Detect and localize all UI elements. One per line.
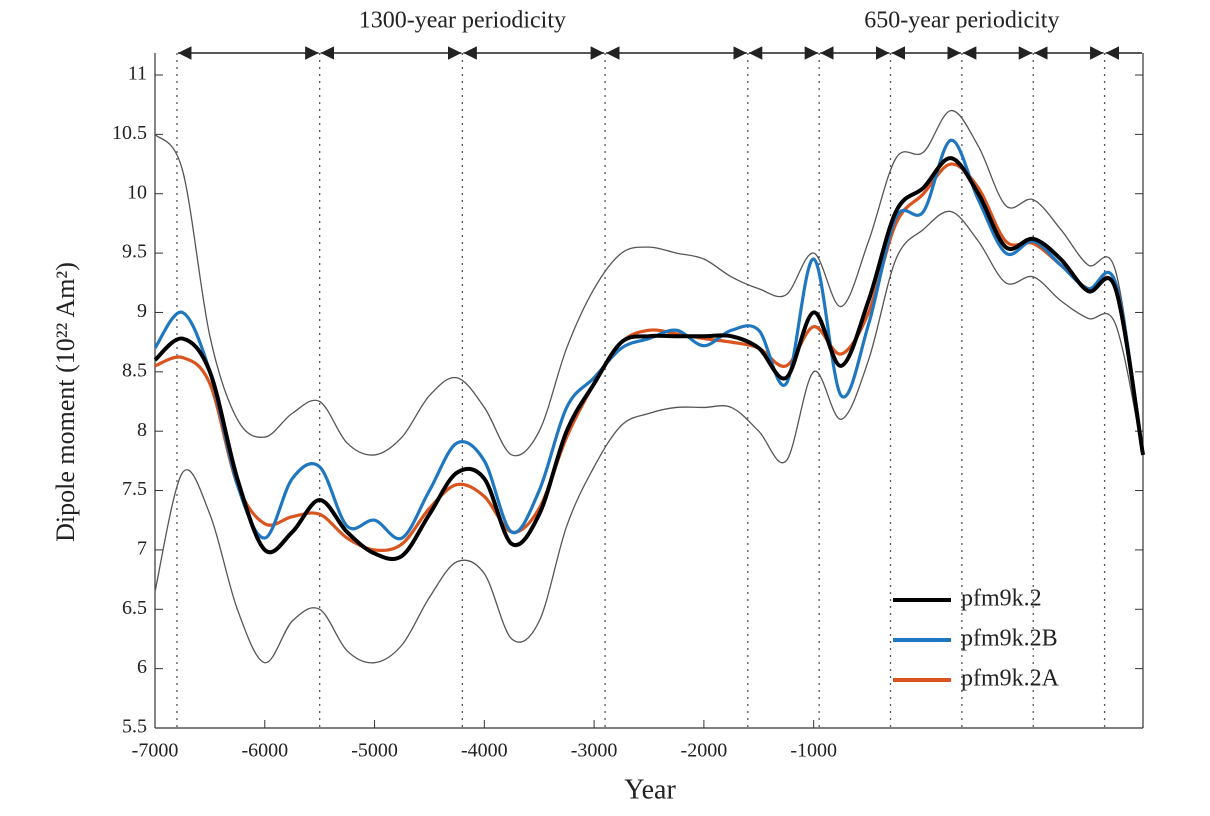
x-tick-label: -6000 — [241, 740, 288, 762]
legend-label: pfm9k.2 — [961, 586, 1042, 612]
y-tick-label: 9 — [137, 300, 147, 322]
y-tick-label: 11 — [128, 63, 147, 85]
legend-label: pfm9k.2A — [961, 666, 1060, 692]
envelope-line — [154, 210, 1144, 664]
periodicity-label: 650-year periodicity — [864, 8, 1059, 34]
x-tick-label: -5000 — [351, 740, 398, 762]
y-tick-label: 10.5 — [112, 122, 147, 144]
y-tick-label: 6.5 — [122, 597, 147, 619]
y-tick-label: 8.5 — [122, 359, 147, 381]
legend-label: pfm9k.2B — [961, 626, 1058, 652]
series-line — [153, 138, 1145, 541]
x-tick-label: -7000 — [132, 740, 179, 762]
x-axis-label: Year — [624, 774, 676, 805]
series-line — [154, 162, 1145, 552]
x-tick-label: -1000 — [790, 740, 837, 762]
envelope-line — [154, 109, 1144, 457]
y-tick-label: 9.5 — [122, 241, 147, 263]
y-tick-label: 10 — [127, 181, 147, 203]
x-tick-label: -2000 — [681, 740, 728, 762]
periodicity-label: 1300-year periodicity — [359, 8, 566, 34]
y-tick-label: 7.5 — [122, 478, 147, 500]
y-tick-label: 6 — [137, 656, 147, 678]
y-axis-label: Dipole moment (10²² Am²) — [51, 262, 80, 542]
series-line — [153, 156, 1145, 562]
y-tick-label: 5.5 — [122, 716, 147, 738]
y-tick-label: 8 — [137, 419, 147, 441]
y-tick-label: 7 — [137, 538, 147, 560]
x-tick-label: -3000 — [571, 740, 618, 762]
x-tick-label: -4000 — [461, 740, 508, 762]
